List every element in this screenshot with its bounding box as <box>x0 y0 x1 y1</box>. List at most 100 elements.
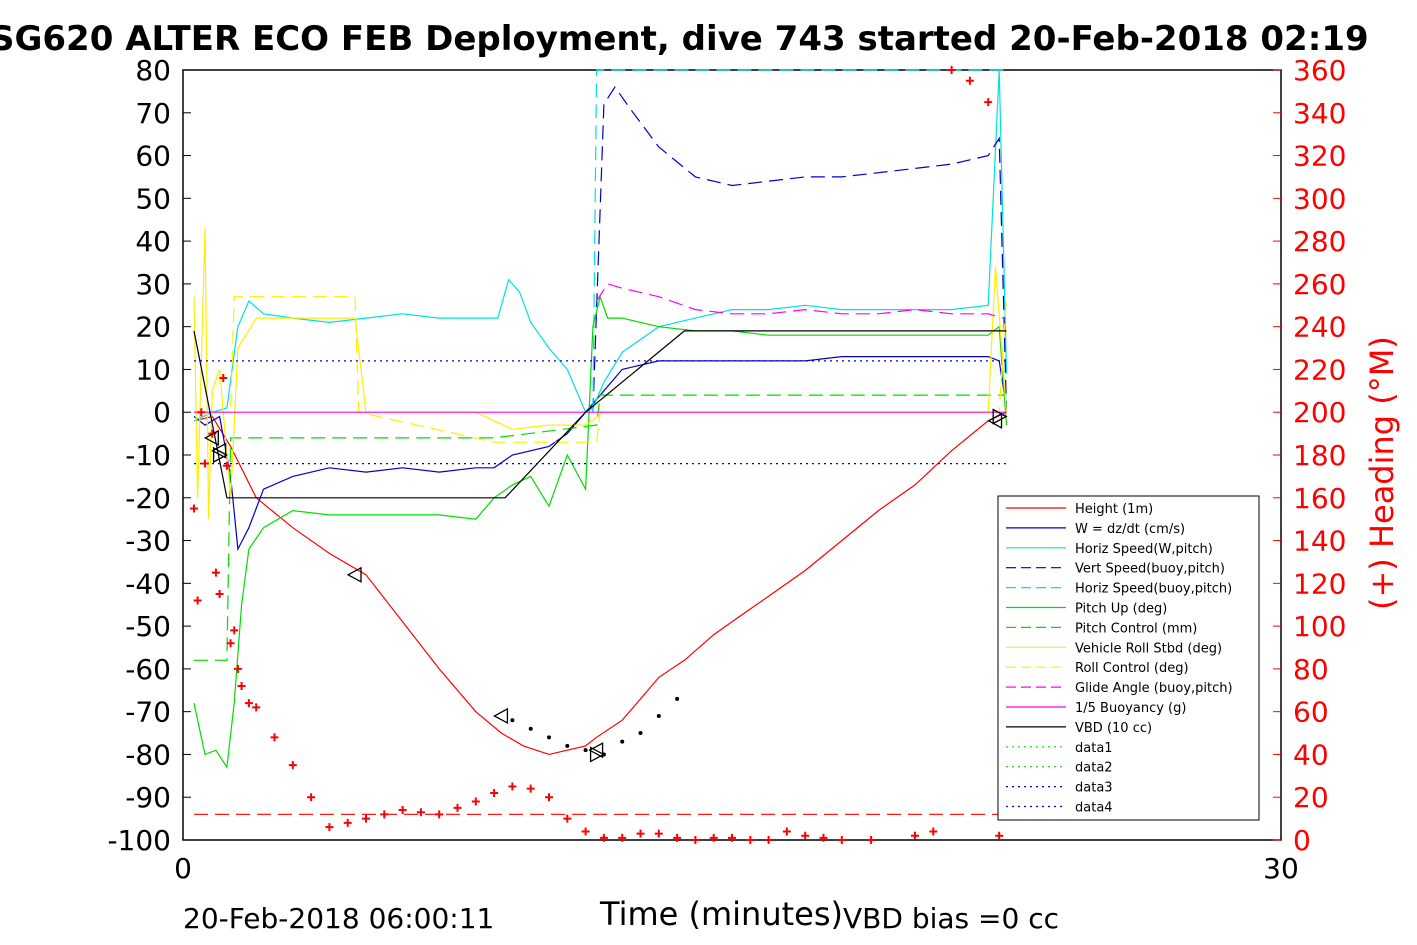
heading-point <box>200 459 209 468</box>
dot-marker <box>565 743 570 748</box>
triangle-right-marker <box>589 746 605 763</box>
y-tick-label: 0 <box>153 396 171 429</box>
right-y-axis: 3603403203002802602402202001801601401201… <box>1273 54 1346 857</box>
series-roll-control-deg <box>194 296 1008 443</box>
series-height-1m <box>193 411 1007 756</box>
y-tick-label: 50 <box>135 182 171 215</box>
x-tick-label: 0 <box>174 852 192 885</box>
legend-label: data1 <box>1075 741 1113 756</box>
heading-point <box>764 836 773 844</box>
heading-point <box>197 408 206 417</box>
heading-point <box>673 833 682 842</box>
heading-point <box>599 833 608 842</box>
series-horiz-speed-w-pitch <box>193 69 1008 422</box>
start-time-label: 20-Feb-2018 06:00:11 <box>183 902 494 935</box>
triangle-left-marker <box>203 429 219 446</box>
y2-tick-label: 120 <box>1293 567 1346 600</box>
x-axis: 0 30 <box>174 832 1299 885</box>
heading-point <box>819 833 828 842</box>
legend-label: 1/5 Buoyancy (g) <box>1075 701 1186 716</box>
y-tick-label: -100 <box>107 824 171 857</box>
heading-point <box>782 827 791 836</box>
heading-point <box>746 836 755 844</box>
y-tick-label: -90 <box>125 781 171 814</box>
y-tick-label: -10 <box>125 439 171 472</box>
legend-label: Roll Control (deg) <box>1075 661 1189 676</box>
y2-tick-label: 340 <box>1293 97 1346 130</box>
y-tick-label: 30 <box>135 268 171 301</box>
heading-point <box>837 836 846 844</box>
y2-tick-label: 160 <box>1293 482 1346 515</box>
series-pitch-up-deg <box>193 294 1008 770</box>
heading-point <box>219 374 228 382</box>
vbd-bias-label: VBD bias =0 cc <box>843 902 1059 935</box>
dot-marker <box>638 731 643 736</box>
x-tick-label: 30 <box>1263 852 1299 885</box>
y-tick-label: -40 <box>125 567 171 600</box>
right-y-axis-label: (+) Heading (°M) <box>1363 336 1401 610</box>
legend-label: VBD (10 cc) <box>1075 721 1152 736</box>
y-tick-label: -80 <box>125 738 171 771</box>
triangle-right-marker <box>212 446 228 464</box>
y2-tick-label: 80 <box>1293 653 1329 686</box>
y2-tick-label: 20 <box>1293 781 1329 814</box>
y-tick-label: 20 <box>135 311 171 344</box>
heading-point <box>984 98 993 107</box>
heading-point <box>252 703 261 712</box>
heading-point <box>728 833 736 842</box>
dot-marker <box>510 718 515 723</box>
y-tick-label: 80 <box>135 54 171 87</box>
heading-point <box>416 808 425 817</box>
heading-point <box>618 833 627 842</box>
heading-point <box>288 761 297 770</box>
legend-label: data4 <box>1075 801 1113 816</box>
legend-box <box>997 495 1260 821</box>
heading-point <box>398 806 407 815</box>
y-tick-label: -30 <box>125 525 171 558</box>
y-tick-label: -70 <box>125 696 171 729</box>
legend-label: W = dz/dt (cm/s) <box>1075 522 1185 537</box>
heading-point <box>947 66 956 74</box>
dot-marker <box>620 739 625 744</box>
heading-point <box>237 682 246 690</box>
legend: Height (1m) W = dz/dt (cm/s) Horiz Speed(W… <box>997 495 1260 821</box>
y2-tick-label: 60 <box>1293 696 1329 729</box>
series-glide-angle-buoy-pitch <box>596 283 1003 319</box>
heading-point <box>435 810 444 819</box>
heading-point <box>801 831 810 840</box>
y-tick-label: 60 <box>135 140 171 173</box>
heading-point <box>362 814 370 823</box>
legend-label: Vert Speed(buoy,pitch) <box>1075 562 1225 577</box>
dot-marker <box>656 713 661 718</box>
heading-point <box>233 664 242 673</box>
dot-marker <box>601 752 606 757</box>
heading-point <box>211 568 220 577</box>
legend-label: Pitch Control (mm) <box>1075 621 1197 636</box>
heading-point <box>691 836 700 844</box>
heading-point <box>490 788 499 797</box>
y2-tick-label: 180 <box>1293 439 1346 472</box>
y-tick-label: -50 <box>125 610 171 643</box>
heading-point <box>270 733 279 742</box>
y2-tick-label: 260 <box>1293 268 1346 301</box>
heading-point <box>636 829 645 838</box>
triangle-left-marker <box>346 566 362 583</box>
heading-point <box>995 831 1004 840</box>
triangle-right-marker <box>992 408 1008 425</box>
heading-point <box>226 639 235 648</box>
y2-tick-label: 200 <box>1293 396 1346 429</box>
heading-point <box>222 461 231 470</box>
series-vbd-10-cc <box>193 330 1007 499</box>
heading-point <box>244 699 253 708</box>
heading-point <box>709 833 718 842</box>
heading-point <box>325 823 334 832</box>
y2-tick-label: 0 <box>1293 824 1311 857</box>
heading-point <box>189 504 198 513</box>
y-tick-label: -60 <box>125 653 171 686</box>
legend-label: data2 <box>1075 761 1113 776</box>
dot-marker <box>547 735 551 740</box>
legend-label: Vehicle Roll Stbd (deg) <box>1075 641 1222 656</box>
y2-tick-label: 280 <box>1293 225 1346 258</box>
y2-tick-label: 240 <box>1293 311 1346 344</box>
heading-point <box>193 596 202 605</box>
